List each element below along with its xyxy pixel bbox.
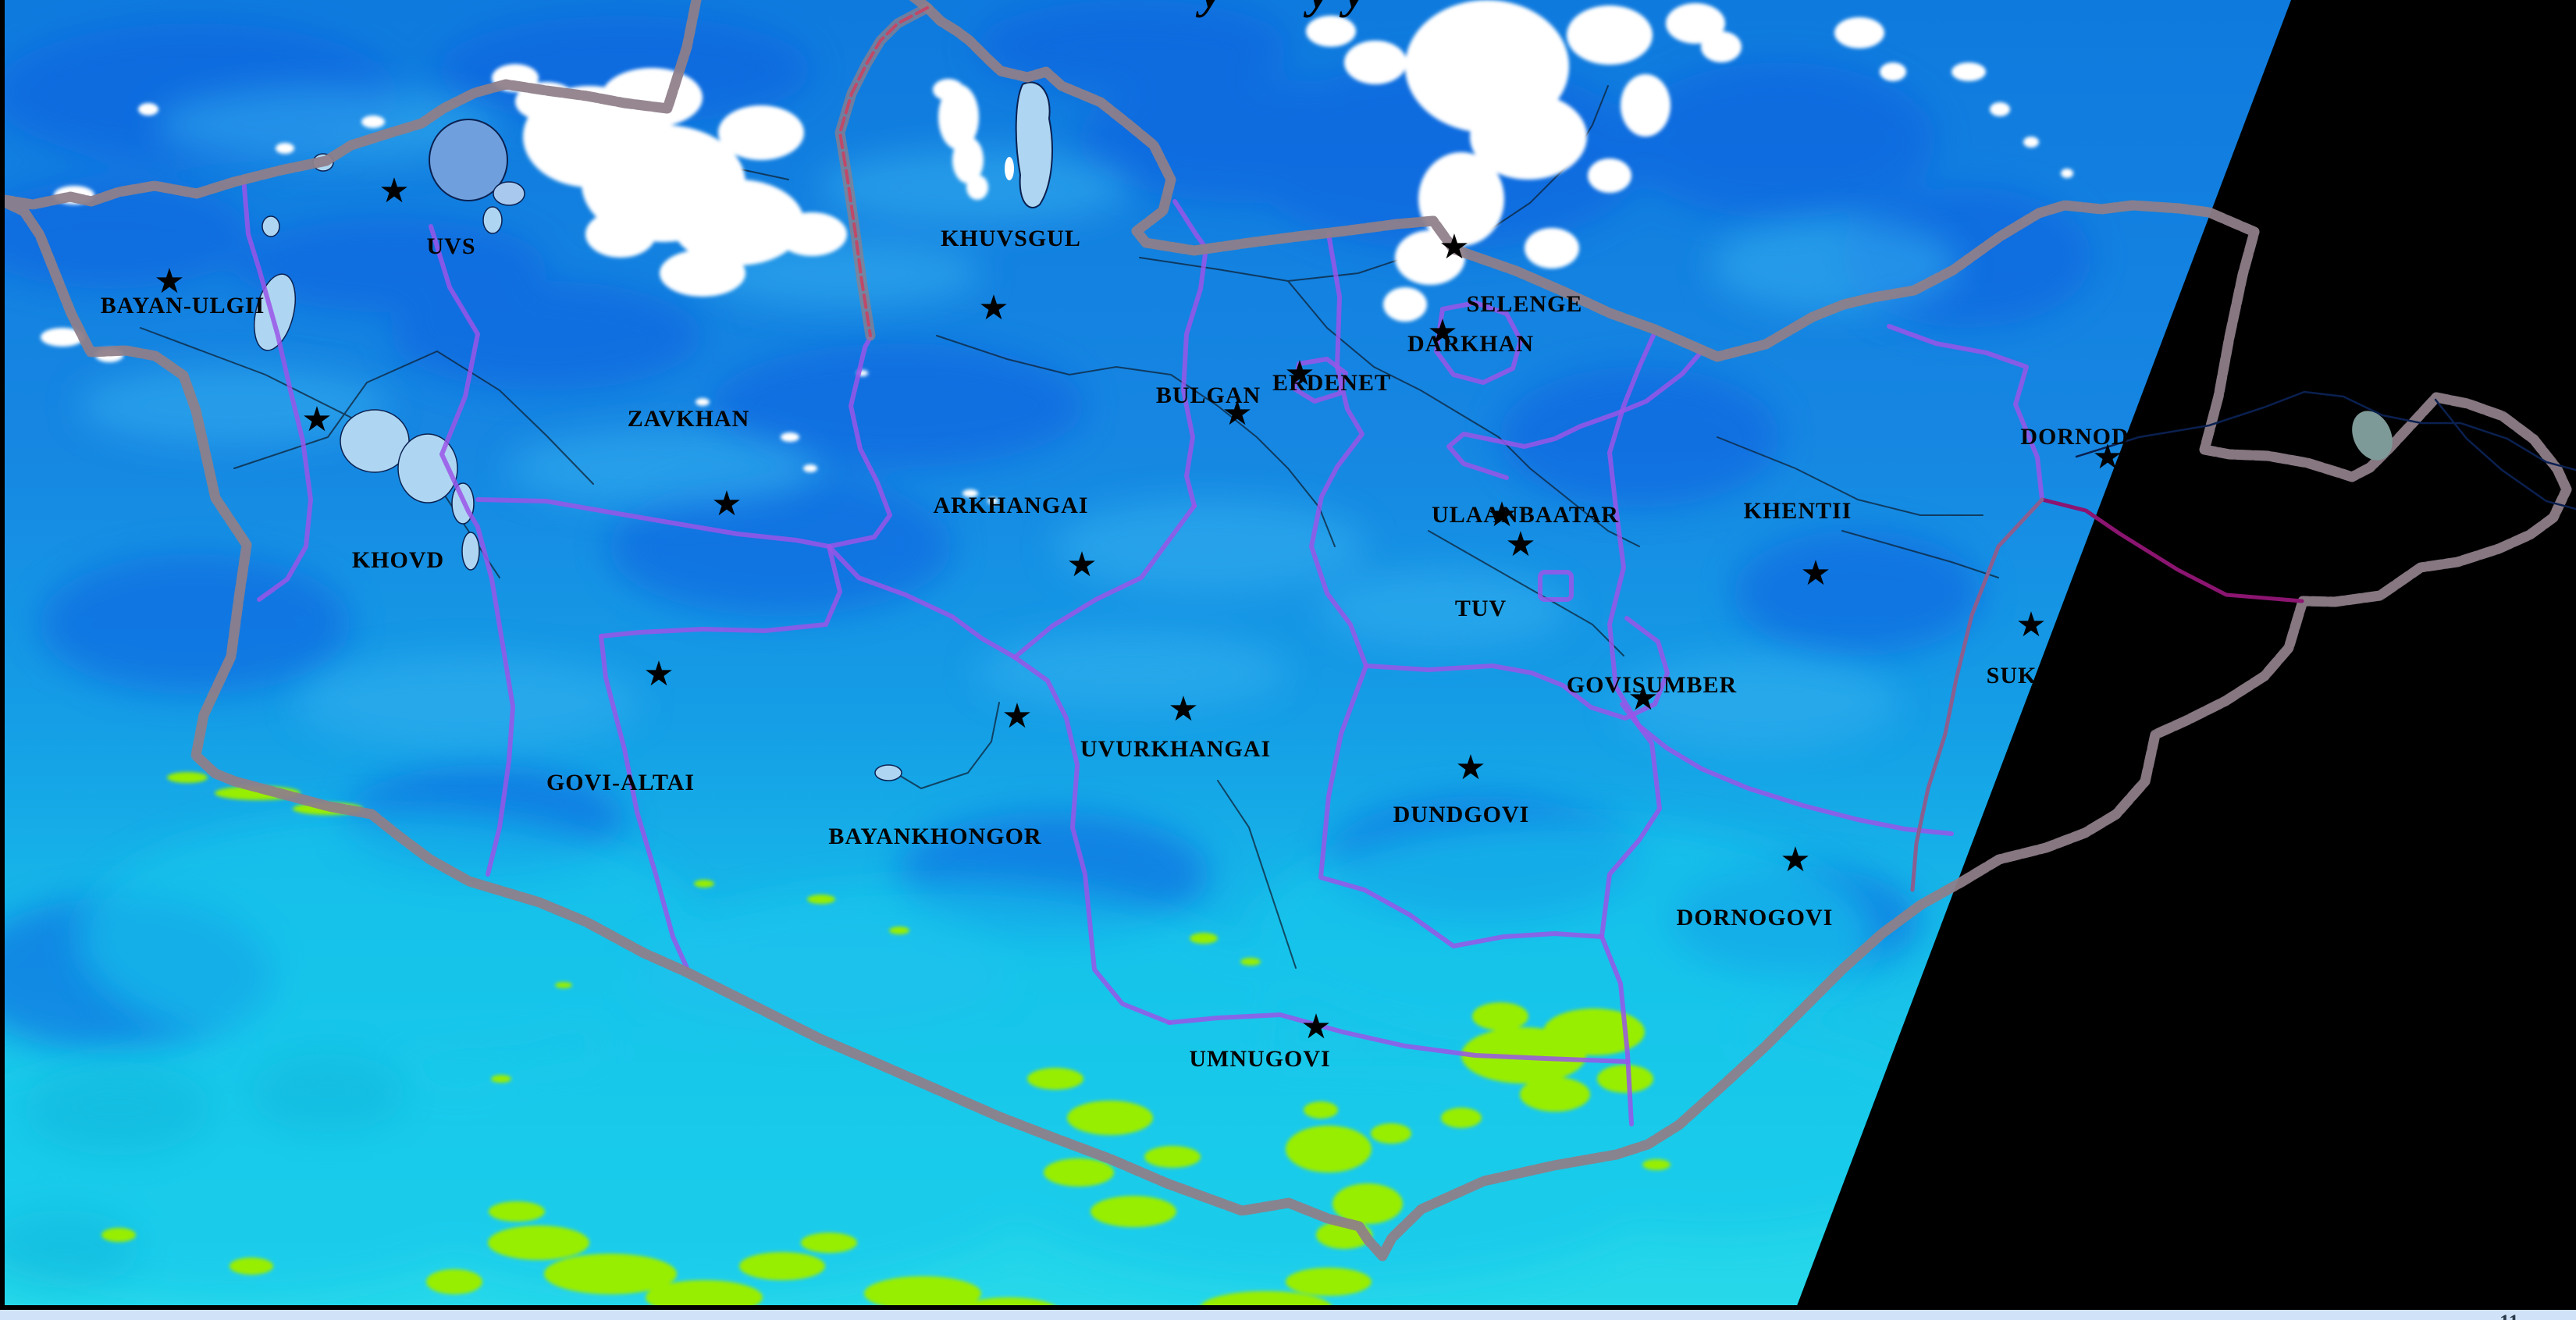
- cyan-patches: [0, 812, 1952, 1296]
- no-data-swath: [1795, 0, 2576, 1310]
- light-blue-streaks: [78, 86, 1959, 1030]
- rivers-on-swath: [2075, 390, 2576, 511]
- lakes: [254, 81, 1053, 781]
- province-borders-on-swath: [1910, 497, 2304, 892]
- page-number-fragment: 11: [2500, 1311, 2519, 1320]
- frame-bottom: [0, 1305, 2576, 1310]
- cropped-page-number: 11: [2495, 1311, 2542, 1320]
- turquoise-patches: [0, 1054, 406, 1288]
- frame-left: [0, 0, 5, 1310]
- country-border: [0, 0, 2572, 1261]
- cloud-snow-patches: [41, 0, 2073, 504]
- grey-lake: [2352, 411, 2393, 461]
- province-borders: [241, 176, 2044, 1126]
